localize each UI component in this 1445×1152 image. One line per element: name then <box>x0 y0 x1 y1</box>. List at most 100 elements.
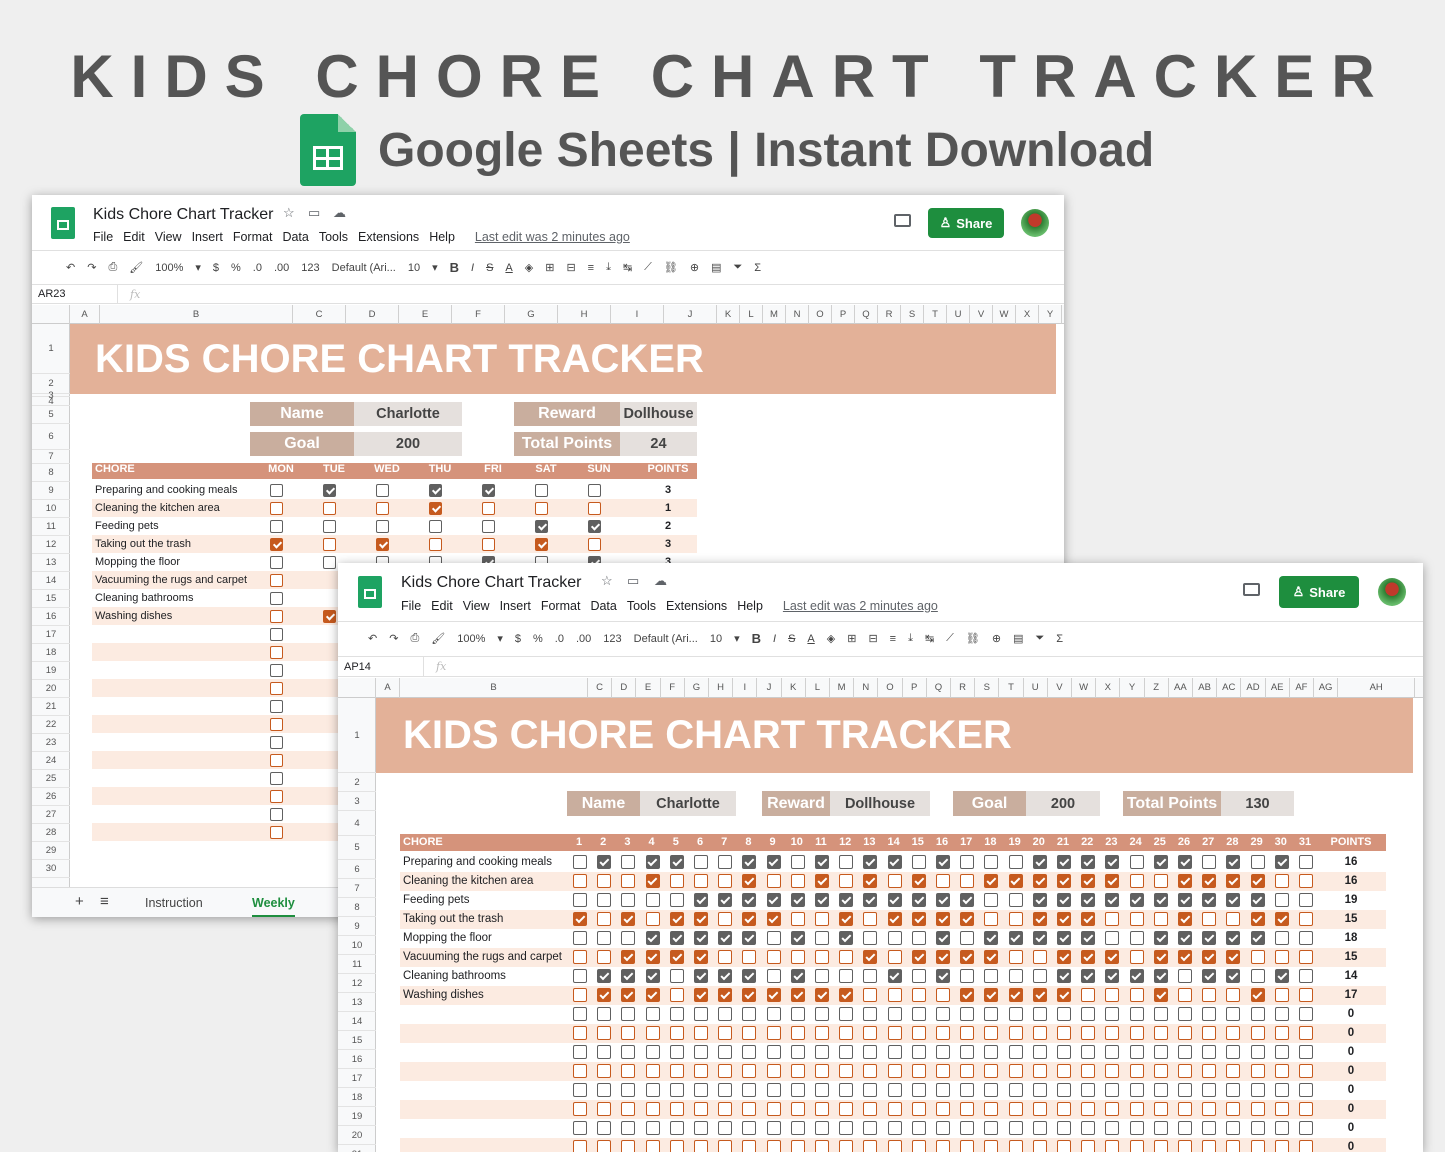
chore-checkbox[interactable] <box>1250 969 1265 983</box>
chore-checkbox[interactable] <box>1153 950 1168 964</box>
column-header[interactable]: I <box>733 678 758 698</box>
chore-checkbox[interactable] <box>790 1026 805 1040</box>
comments-icon[interactable] <box>894 214 911 227</box>
chore-name[interactable]: Preparing and cooking meals <box>95 484 238 496</box>
print-icon[interactable]: ⎙ <box>410 632 420 644</box>
chore-checkbox[interactable] <box>1202 988 1217 1002</box>
chore-checkbox[interactable] <box>790 988 805 1002</box>
chore-checkbox[interactable] <box>1226 1026 1241 1040</box>
chore-checkbox[interactable] <box>1226 1121 1241 1135</box>
chore-checkbox[interactable] <box>573 1083 587 1097</box>
column-header[interactable]: AG <box>1314 678 1339 698</box>
chore-checkbox[interactable] <box>1274 969 1289 983</box>
row-header[interactable]: 19 <box>32 662 70 680</box>
chore-checkbox[interactable] <box>1274 931 1289 945</box>
chore-checkbox[interactable] <box>718 855 733 869</box>
chore-checkbox[interactable] <box>718 1102 733 1116</box>
chore-checkbox[interactable] <box>742 874 757 888</box>
chore-checkbox[interactable] <box>984 969 999 983</box>
chore-checkbox[interactable] <box>1250 1140 1265 1152</box>
chore-checkbox[interactable] <box>573 1007 587 1021</box>
column-header[interactable]: AC <box>1217 678 1242 698</box>
chore-checkbox[interactable] <box>790 950 805 964</box>
column-header[interactable]: J <box>757 678 782 698</box>
column-header[interactable]: C <box>293 305 346 324</box>
column-header[interactable]: F <box>452 305 505 324</box>
chore-checkbox[interactable] <box>1057 988 1071 1002</box>
chore-checkbox[interactable] <box>1153 1045 1168 1059</box>
chore-checkbox[interactable] <box>621 1083 636 1097</box>
chore-checkbox[interactable] <box>1274 1121 1289 1135</box>
chore-checkbox[interactable] <box>1008 1121 1023 1135</box>
chore-checkbox[interactable] <box>1226 855 1241 869</box>
chore-checkbox[interactable] <box>270 772 283 785</box>
menu-view[interactable]: View <box>462 599 490 613</box>
chore-checkbox[interactable] <box>1105 1083 1120 1097</box>
row-header[interactable]: 18 <box>32 644 70 662</box>
chore-name[interactable]: Mopping the floor <box>403 932 492 944</box>
column-header[interactable]: R <box>951 678 976 698</box>
chore-checkbox[interactable] <box>1250 1045 1265 1059</box>
column-header[interactable]: B <box>400 678 588 698</box>
chore-checkbox[interactable] <box>535 520 548 533</box>
chore-checkbox[interactable] <box>911 1007 926 1021</box>
column-header[interactable]: U <box>1024 678 1048 698</box>
chore-checkbox[interactable] <box>790 1064 805 1078</box>
chore-checkbox[interactable] <box>1274 1064 1289 1078</box>
chore-checkbox[interactable] <box>597 874 612 888</box>
avatar[interactable] <box>1021 209 1049 237</box>
chore-checkbox[interactable] <box>573 1102 587 1116</box>
chore-checkbox[interactable] <box>1153 855 1168 869</box>
chore-checkbox[interactable] <box>573 1045 587 1059</box>
chore-checkbox[interactable] <box>1105 931 1120 945</box>
chore-checkbox[interactable] <box>597 893 612 907</box>
chore-checkbox[interactable] <box>694 988 708 1002</box>
chore-name[interactable]: Mopping the floor <box>95 556 180 568</box>
zoom-select[interactable]: 100% <box>155 261 184 274</box>
chore-checkbox[interactable] <box>1178 912 1192 926</box>
chore-checkbox[interactable] <box>621 1140 636 1152</box>
row-header[interactable]: 21 <box>338 1145 376 1152</box>
chore-checkbox[interactable] <box>429 484 442 497</box>
chore-checkbox[interactable] <box>588 484 601 497</box>
chore-checkbox[interactable] <box>645 893 660 907</box>
chore-checkbox[interactable] <box>1032 1026 1047 1040</box>
column-header[interactable]: O <box>878 678 903 698</box>
chore-checkbox[interactable] <box>1032 931 1047 945</box>
chore-checkbox[interactable] <box>1178 931 1192 945</box>
chore-checkbox[interactable] <box>597 1045 612 1059</box>
row-header[interactable]: 18 <box>338 1088 376 1107</box>
chore-checkbox[interactable] <box>1202 1007 1217 1021</box>
chore-checkbox[interactable] <box>863 950 878 964</box>
chore-checkbox[interactable] <box>669 912 684 926</box>
chore-checkbox[interactable] <box>742 1140 757 1152</box>
chore-checkbox[interactable] <box>911 874 926 888</box>
chore-checkbox[interactable] <box>887 931 902 945</box>
chore-checkbox[interactable] <box>1274 950 1289 964</box>
chore-checkbox[interactable] <box>1299 1026 1313 1040</box>
chore-checkbox[interactable] <box>1057 1045 1071 1059</box>
chore-checkbox[interactable] <box>1153 1007 1168 1021</box>
chore-checkbox[interactable] <box>936 1007 950 1021</box>
chore-checkbox[interactable] <box>323 610 336 623</box>
chore-checkbox[interactable] <box>694 1064 708 1078</box>
chore-checkbox[interactable] <box>911 1102 926 1116</box>
chore-checkbox[interactable] <box>597 1102 612 1116</box>
chore-checkbox[interactable] <box>718 893 733 907</box>
select-all-corner[interactable] <box>32 305 70 324</box>
chore-name[interactable]: Cleaning bathrooms <box>95 592 194 604</box>
row-header[interactable]: 12 <box>338 974 376 993</box>
chore-checkbox[interactable] <box>1250 950 1265 964</box>
chore-checkbox[interactable] <box>376 484 389 497</box>
chore-checkbox[interactable] <box>535 538 548 551</box>
chore-checkbox[interactable] <box>815 1026 829 1040</box>
chore-checkbox[interactable] <box>1057 1083 1071 1097</box>
chore-checkbox[interactable] <box>1274 855 1289 869</box>
chore-checkbox[interactable] <box>936 1140 950 1152</box>
chore-checkbox[interactable] <box>766 1064 781 1078</box>
select-all-corner[interactable] <box>338 678 376 698</box>
chore-checkbox[interactable] <box>742 1045 757 1059</box>
menu-help[interactable]: Help <box>737 599 763 613</box>
chore-name[interactable]: Cleaning the kitchen area <box>403 875 534 887</box>
chore-checkbox[interactable] <box>1129 1045 1144 1059</box>
